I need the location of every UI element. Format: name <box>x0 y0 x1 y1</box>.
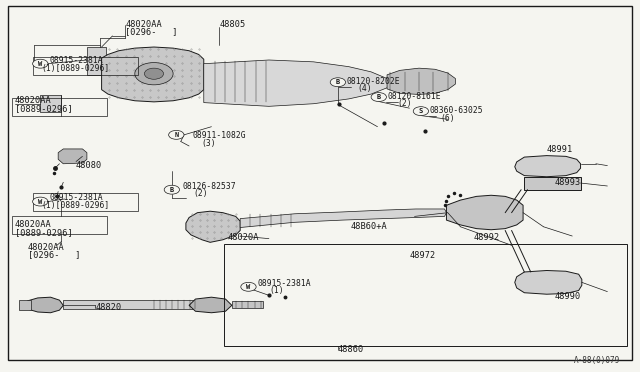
Text: [0296-   ]: [0296- ] <box>125 27 178 36</box>
Text: 48020A: 48020A <box>227 232 259 242</box>
Circle shape <box>241 282 256 291</box>
Text: 08360-63025: 08360-63025 <box>430 106 483 115</box>
Text: 48993: 48993 <box>555 178 581 187</box>
Polygon shape <box>387 68 456 94</box>
Text: 08911-1082G: 08911-1082G <box>192 131 246 141</box>
Text: 48B60+A: 48B60+A <box>351 221 387 231</box>
Text: W: W <box>38 199 42 205</box>
Polygon shape <box>23 297 63 313</box>
Text: 48860: 48860 <box>338 345 364 354</box>
Text: B: B <box>170 187 174 193</box>
Polygon shape <box>240 209 447 228</box>
Text: 08120-8202E: 08120-8202E <box>347 77 401 86</box>
Polygon shape <box>58 149 87 164</box>
Text: B: B <box>336 79 340 85</box>
Polygon shape <box>63 300 195 309</box>
Text: 48991: 48991 <box>547 145 573 154</box>
Text: [0889-0296]: [0889-0296] <box>15 228 72 237</box>
Bar <box>33 193 138 211</box>
Circle shape <box>33 59 48 68</box>
Text: (1)[0889-0296]: (1)[0889-0296] <box>41 64 109 73</box>
Polygon shape <box>204 60 389 106</box>
Bar <box>33 57 138 75</box>
Bar <box>12 98 107 116</box>
Text: S: S <box>419 108 423 114</box>
Text: 08915-2381A: 08915-2381A <box>49 56 103 65</box>
Circle shape <box>135 62 173 85</box>
Bar <box>12 217 107 234</box>
Circle shape <box>169 131 184 139</box>
Text: W: W <box>38 61 42 67</box>
Text: 48020AA: 48020AA <box>28 243 64 251</box>
Polygon shape <box>19 300 31 310</box>
Circle shape <box>164 185 179 194</box>
Text: 08915-2381A: 08915-2381A <box>49 193 103 202</box>
Circle shape <box>330 78 346 87</box>
Polygon shape <box>232 301 262 308</box>
Text: (2): (2) <box>193 189 208 198</box>
Text: [0889-0296]: [0889-0296] <box>15 104 72 113</box>
Polygon shape <box>189 297 232 313</box>
Text: W: W <box>246 284 251 290</box>
Text: 48020AA: 48020AA <box>125 20 162 29</box>
Polygon shape <box>186 211 240 242</box>
Circle shape <box>33 197 48 206</box>
Text: 48020AA: 48020AA <box>15 221 51 230</box>
Text: (1)[0889-0296]: (1)[0889-0296] <box>41 201 109 210</box>
Polygon shape <box>447 195 523 230</box>
Text: (6): (6) <box>440 114 454 123</box>
Bar <box>224 244 627 346</box>
Circle shape <box>145 68 164 79</box>
Polygon shape <box>524 177 580 190</box>
Text: 48805: 48805 <box>219 20 245 29</box>
Text: 48972: 48972 <box>410 251 436 260</box>
Text: 08915-2381A: 08915-2381A <box>257 279 311 288</box>
Circle shape <box>413 107 429 116</box>
Text: N: N <box>174 132 179 138</box>
Text: (3): (3) <box>202 139 216 148</box>
Text: (1): (1) <box>269 286 284 295</box>
Polygon shape <box>87 47 106 75</box>
Circle shape <box>371 93 387 102</box>
Text: B: B <box>376 94 381 100</box>
Text: 48020AA: 48020AA <box>15 96 51 105</box>
Text: A·88(0)079: A·88(0)079 <box>574 356 620 365</box>
Polygon shape <box>515 270 582 294</box>
Polygon shape <box>515 155 580 177</box>
Text: 08126-82537: 08126-82537 <box>182 182 236 190</box>
Polygon shape <box>102 47 204 102</box>
Text: [0296-   ]: [0296- ] <box>28 250 80 259</box>
Text: 48990: 48990 <box>555 292 581 301</box>
Text: 48992: 48992 <box>473 232 499 242</box>
Text: (2): (2) <box>397 99 412 108</box>
Text: 08120-8161E: 08120-8161E <box>388 92 442 101</box>
Text: (4): (4) <box>357 84 372 93</box>
Text: 48820: 48820 <box>95 303 122 312</box>
Text: 48080: 48080 <box>76 161 102 170</box>
Polygon shape <box>40 95 61 112</box>
